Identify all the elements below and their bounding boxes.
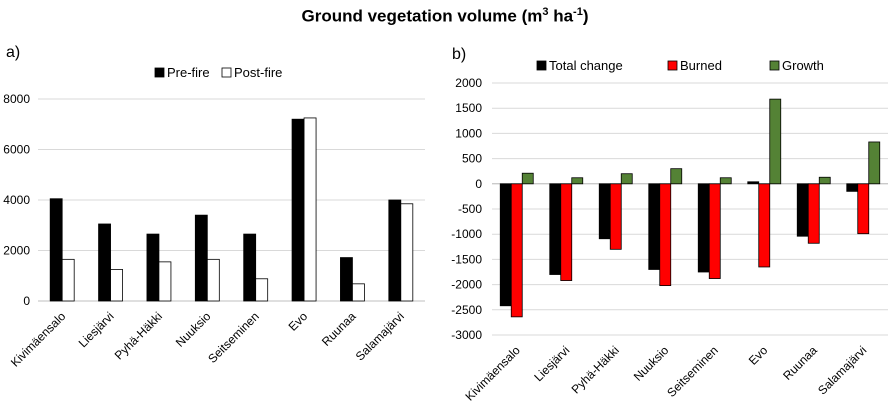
bar-post-fire-nuuksio: [206, 258, 220, 302]
bar-total-change-liesj-rvi: [549, 183, 562, 275]
legend-label-growth: Growth: [782, 58, 824, 73]
bar-post-fire-kivim-ensalo: [61, 258, 75, 302]
legend-label-total-change: Total change: [549, 58, 623, 73]
bar-total-change-evo: [747, 181, 760, 185]
bar-pre-fire-nuuksio: [194, 214, 208, 302]
y-tick-label: -1000: [451, 227, 482, 241]
y-tick-label: -3000: [451, 328, 482, 342]
bar-post-fire-seitseminen: [255, 278, 269, 302]
bar-pre-fire-ruunaa: [340, 257, 353, 302]
category-label: Evo: [746, 343, 771, 368]
bar-burned-kivim-ensalo: [510, 183, 523, 318]
y-tick-label: -2000: [451, 278, 482, 292]
bar-burned-ruunaa: [807, 183, 820, 244]
bar-post-fire-salamaj-rvi: [400, 203, 414, 302]
bar-growth-salamaj-rvi: [868, 141, 881, 185]
bar-burned-pyh-h-kki: [609, 183, 622, 250]
bar-total-change-pyh-h-kki: [598, 183, 611, 240]
legend-swatch-total-change: [536, 60, 547, 71]
panel-label-b: b): [452, 46, 467, 63]
bar-growth-evo: [769, 98, 782, 185]
category-label: Salamajärvi: [815, 343, 869, 397]
category-label: Kivimäensalo: [463, 343, 524, 404]
bar-post-fire-ruunaa: [352, 283, 365, 302]
bar-pre-fire-seitseminen: [243, 233, 257, 302]
y-tick-label: 0: [475, 177, 482, 191]
figure-title: Ground vegetation volume (m3 ha-1): [301, 6, 589, 26]
bar-total-change-seitseminen: [697, 183, 710, 273]
legend-label-post-fire: Post-fire: [234, 65, 282, 80]
bar-growth-ruunaa: [818, 176, 831, 185]
y-tick-label: 2000: [455, 76, 482, 90]
bar-burned-liesj-rvi: [560, 183, 573, 281]
y-tick-label: 4000: [3, 193, 30, 207]
bar-total-change-kivim-ensalo: [499, 183, 512, 307]
legend-label-pre-fire: Pre-fire: [167, 65, 210, 80]
bar-burned-seitseminen: [708, 183, 721, 279]
bar-burned-nuuksio: [659, 183, 672, 287]
bar-total-change-nuuksio: [648, 183, 661, 270]
legend-swatch-pre-fire: [154, 67, 165, 78]
bar-growth-liesj-rvi: [571, 177, 584, 185]
legend-swatch-post-fire: [221, 67, 232, 78]
category-label: Ruunaa: [780, 343, 820, 383]
y-tick-label: 1000: [455, 126, 482, 140]
bar-pre-fire-kivim-ensalo: [49, 198, 63, 302]
bar-growth-kivim-ensalo: [521, 172, 534, 185]
y-tick-label: -1500: [451, 252, 482, 266]
category-label: Seitseminen: [664, 343, 721, 400]
bar-burned-evo: [758, 183, 771, 268]
legend-label-burned: Burned: [680, 58, 722, 73]
bar-total-change-ruunaa: [796, 183, 809, 237]
legend-swatch-growth: [769, 60, 780, 71]
y-tick-label: 6000: [3, 143, 30, 157]
category-label: Nuuksio: [631, 343, 672, 384]
legend-swatch-burned: [667, 60, 678, 71]
bar-growth-pyh-h-kki: [620, 173, 633, 185]
bar-growth-nuuksio: [670, 168, 683, 185]
y-tick-label: 0: [23, 294, 30, 308]
panel-label-a: a): [6, 44, 21, 61]
y-tick-label: 2000: [3, 244, 30, 258]
bar-post-fire-pyh-h-kki: [158, 261, 172, 302]
bar-post-fire-evo: [303, 117, 317, 302]
bar-growth-seitseminen: [719, 177, 732, 185]
bar-pre-fire-liesj-rvi: [98, 223, 111, 302]
category-label: Liesjärvi: [531, 343, 572, 384]
bar-post-fire-liesj-rvi: [110, 269, 123, 302]
bar-total-change-salamaj-rvi: [846, 183, 859, 192]
y-tick-label: 1500: [455, 101, 482, 115]
y-tick-label: 500: [462, 152, 482, 166]
category-label: Pyhä-Häkki: [569, 343, 622, 396]
y-tick-label: 8000: [3, 92, 30, 106]
y-tick-label: -500: [458, 202, 482, 216]
bar-burned-salamaj-rvi: [857, 183, 870, 235]
y-tick-label: -2500: [451, 303, 482, 317]
